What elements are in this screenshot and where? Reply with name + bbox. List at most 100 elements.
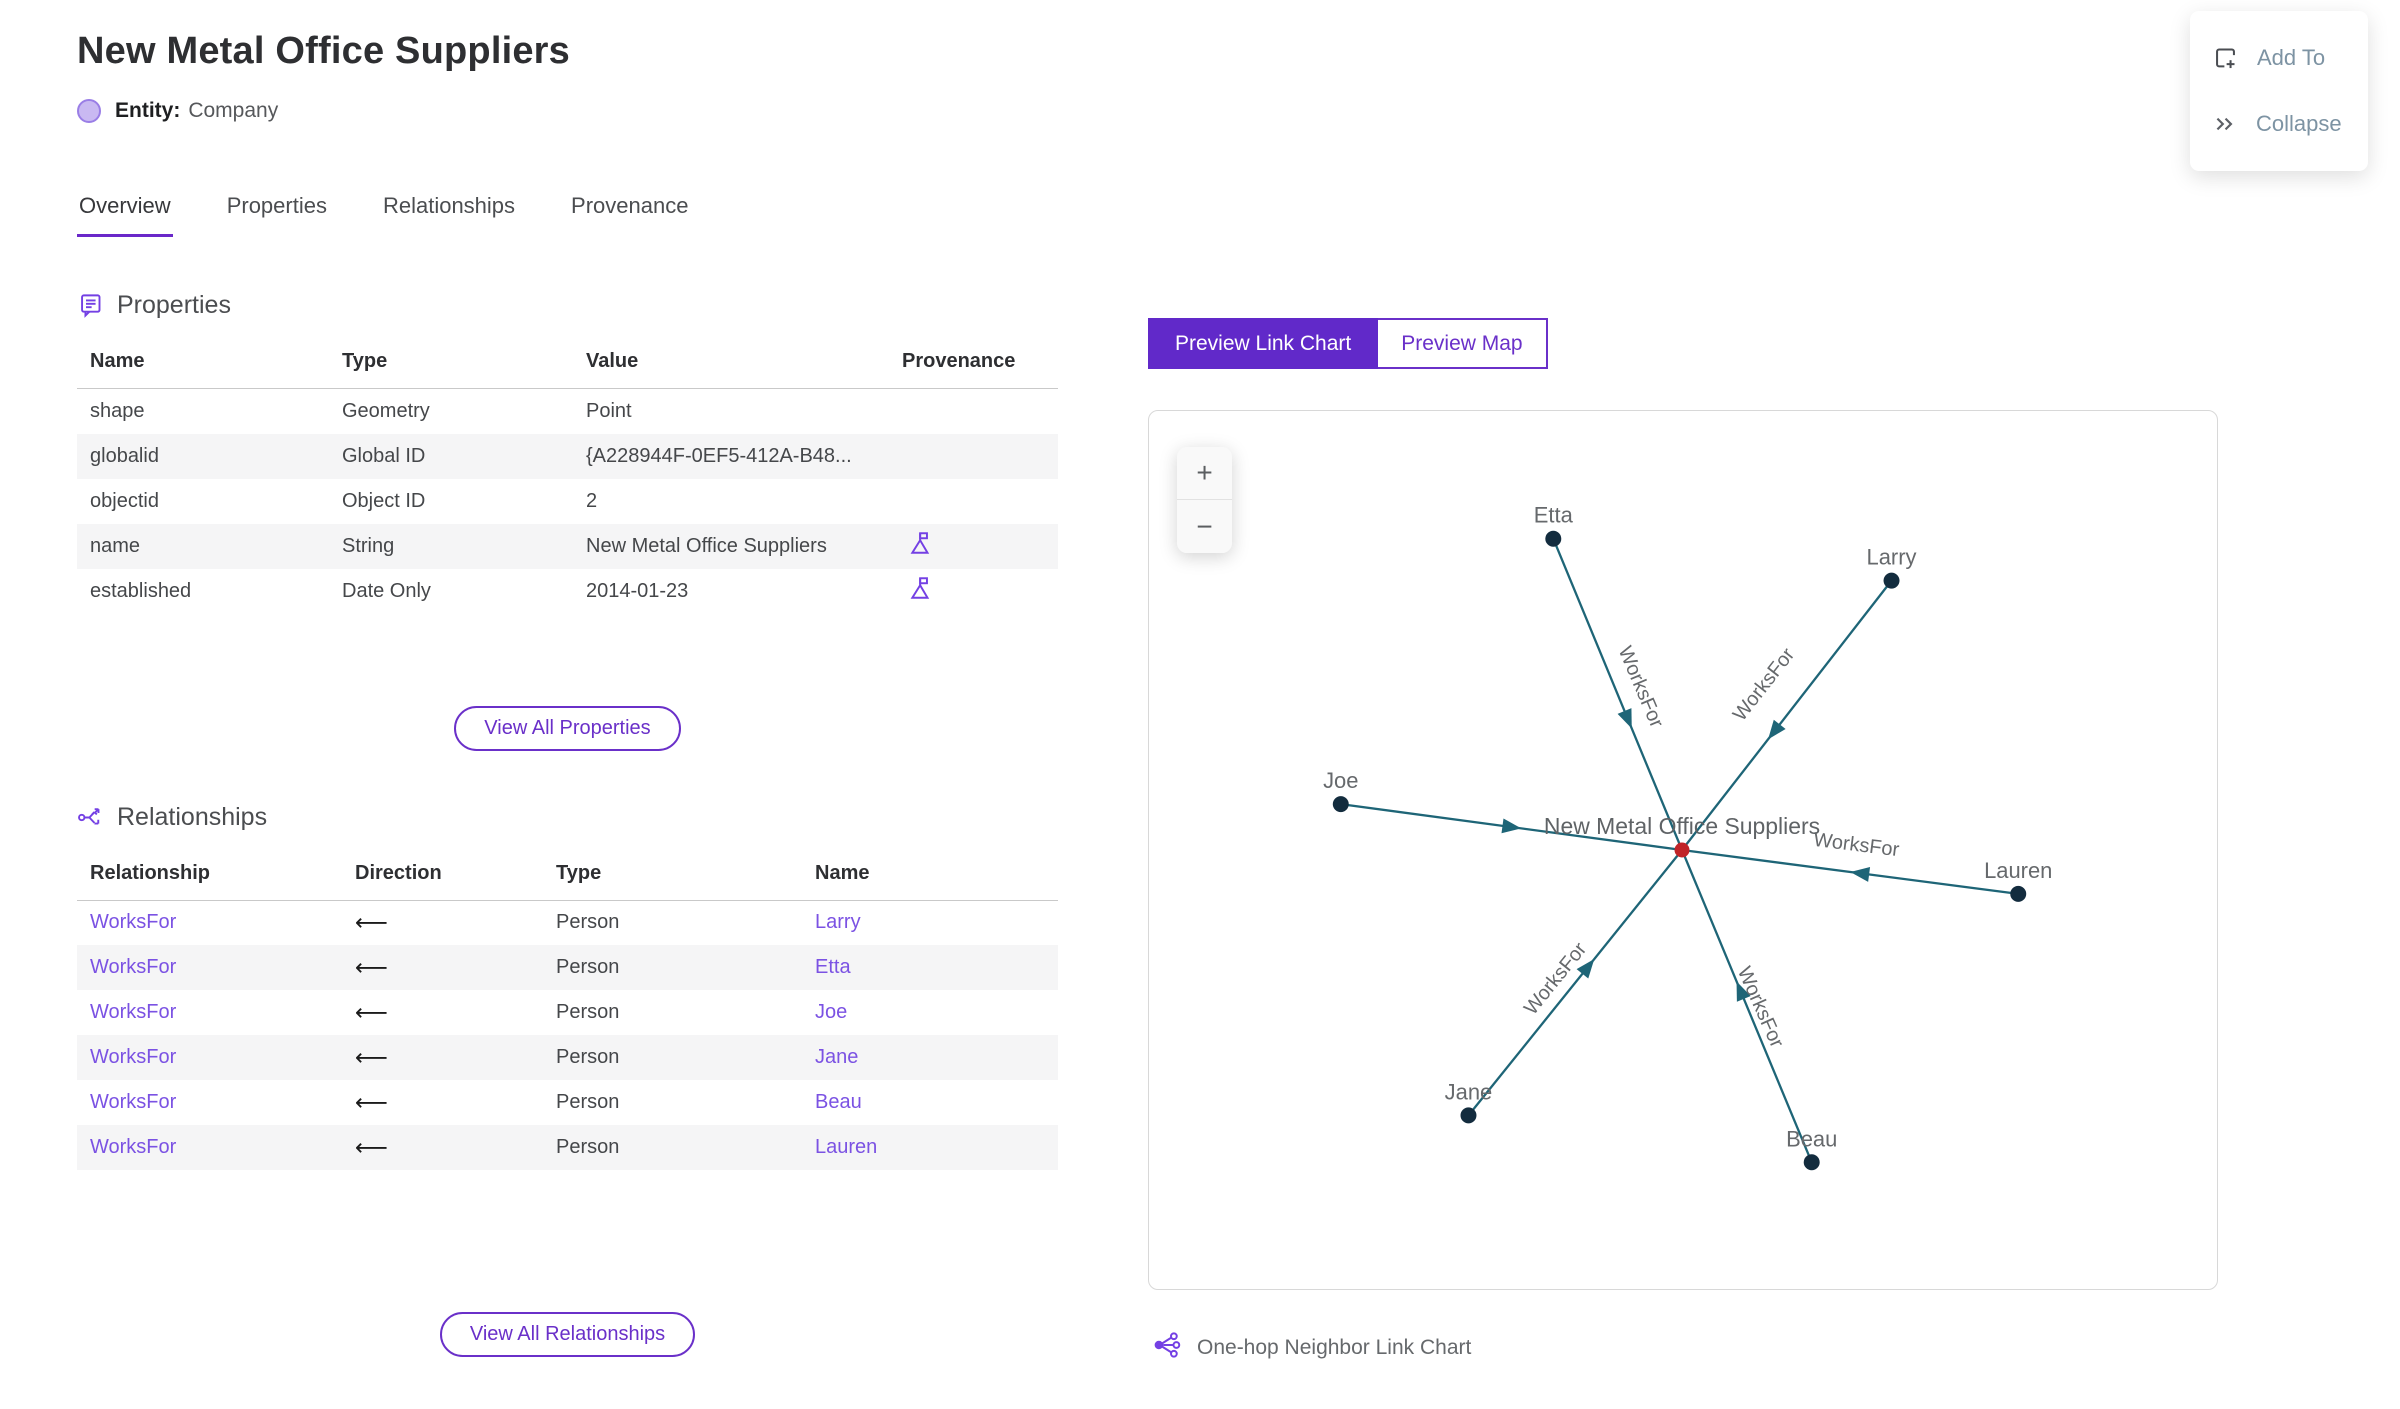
page-title: New Metal Office Suppliers [77, 30, 570, 72]
edge-jane-workfor[interactable] [1467, 849, 1683, 1117]
node-lauren[interactable] [2010, 885, 2027, 902]
relationships-table: Relationship Direction Type Name WorksFor ⟵ P… [77, 853, 1058, 1170]
property-name: globalid [90, 444, 159, 467]
property-value: 2 [586, 489, 598, 512]
node-joe[interactable] [1332, 796, 1349, 813]
entity-label: Entity: [115, 99, 181, 122]
properties-col-value: Value [573, 342, 889, 389]
relationship-type-link[interactable]: WorksFor [90, 1001, 177, 1023]
property-value: 2014-01-23 [586, 579, 689, 602]
relationships-col-name: Name [802, 853, 1058, 901]
property-type: Date Only [342, 579, 431, 602]
property-row-objectid: objectid Object ID 2 [77, 479, 1058, 524]
link-chart-panel: + − WorksFor WorksFor WorksFor WorksFor Work… [1148, 410, 2218, 1290]
tab-overview[interactable]: Overview [77, 193, 173, 237]
entity-row: Entity: Company [77, 99, 1058, 123]
edge-arrowhead-icon [1576, 959, 1595, 979]
property-type: Geometry [342, 399, 430, 422]
node-larry[interactable] [1883, 572, 1900, 589]
properties-table: Name Type Value Provenance shape Geometry Poi… [77, 342, 1058, 614]
tab-relationships[interactable]: Relationships [382, 193, 516, 218]
property-type: String [342, 534, 395, 557]
property-row-shape: shape Geometry Point [77, 389, 1058, 434]
properties-col-provenance: Provenance [889, 342, 1058, 389]
add-to-button[interactable]: Add To [2190, 25, 2368, 91]
edge-label: WorksFor [1812, 829, 1900, 861]
related-entity-type: Person [556, 1091, 620, 1113]
node-label-jane: Jane [1445, 1079, 1493, 1104]
relationship-row-beau: WorksFor ⟵ Person Beau [77, 1080, 1058, 1125]
relationship-type-link[interactable]: WorksFor [90, 1046, 177, 1068]
property-name: name [90, 534, 141, 557]
properties-section-header: Properties [77, 291, 1058, 320]
collapse-button[interactable]: Collapse [2190, 91, 2368, 157]
view-all-relationships-button[interactable]: View All Relationships [439, 1312, 696, 1357]
property-value: New Metal Office Suppliers [586, 534, 827, 557]
view-all-properties-button[interactable]: View All Properties [454, 705, 681, 751]
property-row-globalid: globalid Global ID {A228944F-0EF5-412A-B48… [77, 433, 1058, 479]
zoom-in-button[interactable]: + [1177, 447, 1232, 500]
direction-arrow-icon: ⟵ [355, 1089, 388, 1116]
edge-arrowhead-icon [1736, 981, 1751, 1002]
node-center-company[interactable] [1674, 842, 1690, 858]
relationship-type-link[interactable]: WorksFor [90, 911, 177, 934]
related-entity-link[interactable]: Joe [815, 1001, 848, 1023]
properties-icon [77, 292, 104, 319]
zoom-out-button[interactable]: − [1177, 500, 1232, 553]
add-to-label: Add To [2257, 45, 2326, 70]
relationship-type-link[interactable]: WorksFor [90, 1091, 177, 1113]
relationships-col-relationship: Relationship [77, 853, 342, 901]
related-entity-link[interactable]: Jane [815, 1046, 859, 1068]
related-entity-link[interactable]: Larry [815, 911, 861, 934]
properties-section-title: Properties [117, 291, 231, 319]
relationship-type-link[interactable]: WorksFor [90, 956, 177, 978]
node-label-etta: Etta [1534, 503, 1574, 528]
edge-arrowhead-icon [1850, 867, 1871, 882]
preview-link-chart-button[interactable]: Preview Link Chart [1148, 318, 1379, 369]
relationships-col-type: Type [543, 853, 802, 901]
preview-map-button[interactable]: Preview Map [1378, 318, 1548, 369]
node-label-lauren: Lauren [1984, 858, 2052, 883]
edge-etta-workfor[interactable] [1552, 538, 1684, 851]
properties-table-header-row: Name Type Value Provenance [77, 342, 1058, 389]
tab-properties[interactable]: Properties [226, 193, 327, 218]
relationships-section-title: Relationships [117, 802, 268, 831]
related-entity-link[interactable]: Etta [815, 956, 851, 978]
property-type: Global ID [342, 444, 426, 467]
related-entity-link[interactable]: Lauren [815, 1136, 878, 1158]
edge-beau-workfor[interactable] [1680, 849, 1813, 1163]
provenance-flag-icon[interactable] [908, 530, 934, 562]
related-entity-type: Person [556, 1046, 620, 1068]
property-name: shape [90, 399, 145, 422]
direction-arrow-icon: ⟵ [355, 999, 388, 1026]
property-name: objectid [90, 489, 159, 512]
related-entity-link[interactable]: Beau [815, 1091, 862, 1113]
edge-arrowhead-icon [1501, 818, 1522, 834]
node-jane[interactable] [1460, 1107, 1477, 1124]
edge-larry-workfor[interactable] [1681, 579, 1893, 851]
properties-col-name: Name [77, 342, 329, 389]
direction-arrow-icon: ⟵ [355, 954, 388, 981]
related-entity-type: Person [556, 1001, 620, 1023]
direction-arrow-icon: ⟵ [355, 1044, 388, 1071]
edge-arrowhead-icon [1768, 719, 1786, 740]
property-row-name: name String New Metal Office Suppliers [77, 523, 1058, 569]
edge-lauren-workfor[interactable] [1681, 848, 2019, 896]
node-etta[interactable] [1545, 530, 1562, 547]
entity-type-value: Company [188, 99, 279, 122]
property-value: Point [586, 399, 632, 422]
node-beau[interactable] [1803, 1154, 1820, 1171]
properties-col-type: Type [329, 342, 573, 389]
direction-arrow-icon: ⟵ [355, 909, 388, 936]
property-name: established [90, 579, 192, 602]
relationship-type-link[interactable]: WorksFor [90, 1136, 177, 1158]
double-chevron-right-icon [2216, 117, 2233, 131]
chart-caption: One-hop Neighbor Link Chart [1152, 1330, 1471, 1366]
provenance-flag-icon[interactable] [908, 575, 934, 607]
collapse-label: Collapse [2256, 111, 2342, 136]
relationships-col-direction: Direction [342, 853, 543, 901]
chart-caption-text: One-hop Neighbor Link Chart [1197, 1336, 1472, 1359]
tab-provenance[interactable]: Provenance [571, 193, 689, 218]
related-entity-type: Person [556, 956, 620, 978]
